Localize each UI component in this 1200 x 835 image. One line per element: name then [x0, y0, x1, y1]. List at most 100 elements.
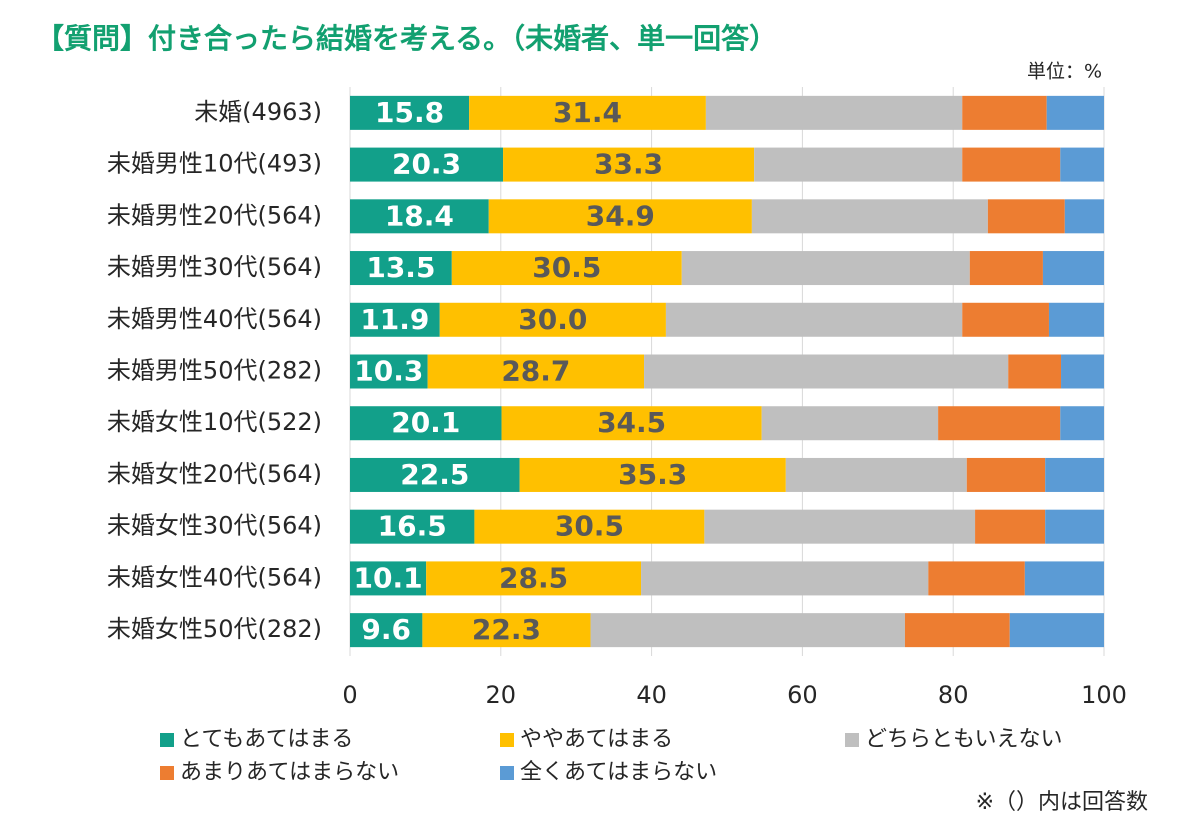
y-tick-label: 未婚女性20代(564): [107, 460, 322, 488]
data-label: 9.6: [361, 613, 411, 646]
x-tick-label: 20: [486, 681, 517, 709]
data-label: 10.1: [354, 561, 423, 594]
legend-label: とてもあてはまる: [180, 727, 353, 752]
bar-segment: [641, 561, 929, 596]
y-tick-label: 未婚男性20代(564): [107, 201, 322, 229]
bar-segment: [1008, 354, 1062, 389]
data-label: 16.5: [378, 510, 447, 543]
y-tick-label: 未婚女性50代(282): [107, 615, 322, 643]
bar-segment: [928, 561, 1025, 596]
data-label: 22.5: [400, 458, 469, 491]
data-label: 30.5: [532, 251, 601, 284]
legend-swatch: [500, 733, 514, 747]
bar-segment: [350, 147, 504, 182]
bar-segment: [966, 457, 1046, 492]
data-label: 28.5: [499, 561, 568, 594]
y-tick-label: 未婚女性30代(564): [107, 512, 322, 540]
data-label: 35.3: [618, 458, 687, 491]
bar-segment: [350, 95, 470, 130]
bar-segment: [350, 613, 423, 648]
data-label: 31.4: [553, 96, 622, 129]
bar-segment: [704, 509, 976, 544]
y-tick-label: 未婚女性40代(564): [107, 563, 322, 591]
legend-swatch: [160, 733, 174, 747]
bar-segment: [969, 251, 1043, 286]
data-label: 22.3: [472, 613, 541, 646]
bar-segment: [503, 147, 755, 182]
bar-segment: [427, 354, 645, 389]
bar-segment: [474, 509, 705, 544]
bar-segment: [1045, 509, 1104, 544]
bar-segment: [501, 406, 762, 441]
legend-swatch: [160, 766, 174, 780]
bar-segment: [350, 199, 489, 234]
data-label: 34.5: [597, 406, 666, 439]
legend-label: あまりあてはまらない: [180, 760, 399, 785]
bar-segment: [962, 147, 1061, 182]
bar-segment: [350, 406, 502, 441]
y-tick-label: 未婚男性30代(564): [107, 253, 322, 281]
legend-label: ややあてはまる: [520, 727, 673, 752]
data-label: 20.1: [391, 406, 460, 439]
y-tick-label: 未婚男性50代(282): [107, 357, 322, 385]
bar-segment: [1024, 561, 1104, 596]
data-label: 10.3: [354, 355, 423, 388]
bar-segment: [681, 251, 970, 286]
bar-segment: [350, 251, 452, 286]
data-label: 28.7: [501, 355, 570, 388]
bar-segment: [422, 613, 591, 648]
legend-swatch: [845, 733, 859, 747]
legend-label: 全くあてはまらない: [520, 760, 717, 785]
legend-swatch: [500, 766, 514, 780]
data-label: 11.9: [360, 303, 429, 336]
bar-segment: [350, 302, 440, 337]
data-label: 34.9: [586, 199, 655, 232]
bar-segment: [1042, 251, 1104, 286]
bar-segment: [1046, 95, 1104, 130]
x-tick-label: 0: [342, 681, 357, 709]
bar-segment: [451, 251, 682, 286]
bar-segment: [1009, 613, 1104, 648]
bar-segment: [665, 302, 963, 337]
bar-segment: [1045, 457, 1104, 492]
bar-segment: [761, 406, 939, 441]
bar-segment: [426, 561, 642, 596]
bar-segment: [350, 509, 475, 544]
data-label: 33.3: [594, 148, 663, 181]
bar-segment: [439, 302, 666, 337]
data-label: 15.8: [375, 96, 444, 129]
bar-segment: [1064, 199, 1104, 234]
x-tick-label: 80: [938, 681, 969, 709]
bar-segment: [1061, 354, 1104, 389]
bar-segment: [904, 613, 1010, 648]
bar-segment: [938, 406, 1061, 441]
bar-segment: [1060, 147, 1104, 182]
bar-segment: [705, 95, 963, 130]
bar-segment: [488, 199, 752, 234]
data-label: 18.4: [385, 199, 454, 232]
data-label: 13.5: [366, 251, 435, 284]
bar-segment: [350, 354, 428, 389]
bar-segment: [962, 95, 1047, 130]
x-tick-label: 100: [1081, 681, 1127, 709]
bar-segment: [469, 95, 706, 130]
y-tick-label: 未婚(4963): [194, 98, 322, 126]
note: ※（）内は回答数: [976, 790, 1148, 815]
unit-label: 単位：%: [1027, 61, 1102, 83]
data-label: 30.0: [518, 303, 587, 336]
bar-segment: [644, 354, 1009, 389]
data-label: 30.5: [555, 510, 624, 543]
bar-segment: [962, 302, 1049, 337]
bar-segment: [987, 199, 1065, 234]
bar-segment: [519, 457, 786, 492]
chart-title: 【質問】付き合ったら結婚を考える。（未婚者、単一回答）: [36, 22, 777, 55]
bar-segment: [975, 509, 1046, 544]
bar-segment: [754, 147, 963, 182]
y-tick-label: 未婚女性10代(522): [107, 408, 322, 436]
bar-segment: [751, 199, 988, 234]
data-label: 20.3: [392, 148, 461, 181]
bar-segment: [590, 613, 905, 648]
bar-segment: [350, 561, 427, 596]
legend-label: どちらともいえない: [865, 727, 1063, 752]
